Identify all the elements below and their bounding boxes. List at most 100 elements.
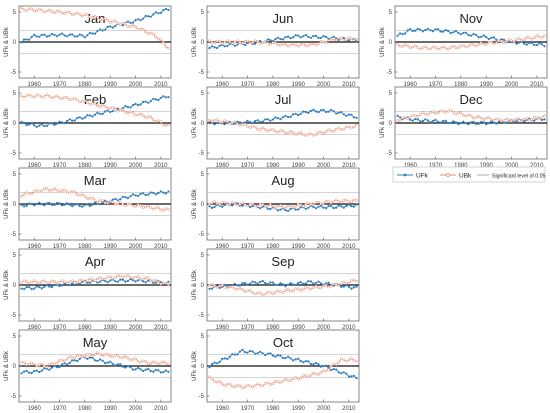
point-ubk [271,292,275,296]
point-ubk [27,7,31,11]
point-ufk [332,368,335,371]
point-ubk [103,104,107,108]
point-ufk [152,13,155,16]
point-ubk [126,24,130,28]
point-ubk [396,119,399,122]
series-ubk [20,186,170,212]
point-ufk [347,39,350,42]
point-ubk [459,111,463,115]
point-ufk [149,191,152,194]
point-ufk [246,119,249,122]
point-ufk [274,116,277,119]
point-ubk [274,129,277,133]
point-ufk [266,207,269,210]
point-ufk [444,119,447,122]
point-ubk [233,287,237,291]
point-ufk [152,281,155,284]
point-ufk [492,121,495,124]
x-tick-label: 1990 [104,244,118,250]
point-ufk [304,207,307,210]
point-ubk [228,122,232,125]
point-ufk [454,121,457,124]
point-ubk [527,36,531,39]
point-ufk [342,371,345,374]
point-ubk [116,274,120,277]
point-ubk [261,203,265,207]
point-ufk [330,108,333,111]
point-ubk [241,201,244,205]
point-ufk [274,355,277,358]
y-axis-label: UFk & UBk [192,350,198,381]
point-ubk [149,279,153,283]
y-axis-label: UFk & UBk [192,269,198,300]
point-ufk [251,205,254,208]
point-ufk [431,30,435,33]
point-ufk [335,368,338,371]
point-ufk [307,111,310,114]
x-tick-label: 2000 [129,406,143,412]
point-ubk [106,352,110,356]
point-ubk [154,361,158,364]
x-tick-label: 1980 [266,244,280,250]
point-ubk [80,14,84,18]
point-ubk [487,116,491,119]
point-ubk [263,128,267,131]
point-ubk [474,44,478,48]
point-ubk [162,123,165,127]
point-ufk [505,121,508,124]
point-ufk [147,193,150,196]
point-ubk [40,189,44,193]
point-ufk [91,203,94,206]
point-ufk [208,366,211,369]
point-ubk [535,116,539,120]
point-ufk [55,35,59,38]
y-axis-label: UFk & UBk [4,188,10,219]
point-ufk [167,8,170,12]
point-ubk [141,27,145,31]
panel-title: Sep [271,254,294,269]
point-ufk [345,114,348,117]
point-ufk [144,14,147,18]
point-ubk [258,128,262,131]
point-ubk [243,39,247,43]
point-ubk [144,30,148,34]
point-ubk [520,119,524,123]
point-ufk [142,280,145,283]
x-tick-label: 1980 [78,325,92,331]
point-ufk [485,123,488,126]
point-ubk [301,374,305,378]
point-ufk [284,209,287,212]
point-ubk [281,206,285,209]
point-ubk [78,278,82,282]
point-ufk [73,119,76,122]
point-ufk [20,287,23,290]
point-ufk [266,38,269,41]
point-ufk [28,286,31,289]
point-ufk [124,196,127,199]
point-ubk [355,199,358,202]
point-ufk [312,363,315,366]
point-ubk [312,42,315,46]
point-ufk [406,29,409,32]
point-ubk [439,109,442,113]
point-ufk [249,206,252,209]
point-ufk [231,353,234,356]
point-ubk [70,279,74,283]
point-ufk [419,120,422,123]
point-ubk [68,355,72,358]
point-ufk [233,282,236,285]
point-ufk [53,203,56,206]
point-ufk [322,206,325,209]
panel-title: Apr [85,254,106,269]
point-ufk [101,112,104,116]
point-ubk [151,118,155,122]
point-ubk [296,132,300,135]
point-ubk [215,39,219,43]
point-ufk [287,115,290,119]
point-ufk [30,202,33,205]
x-tick-label: 1990 [480,163,494,169]
point-ubk [116,21,120,25]
point-ubk [131,23,135,27]
point-ufk [211,287,214,290]
point-ufk [88,204,91,208]
